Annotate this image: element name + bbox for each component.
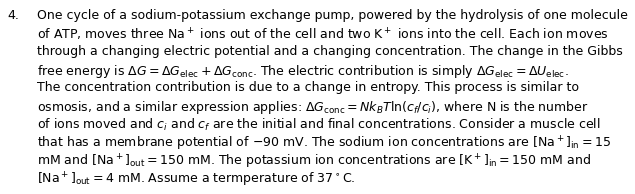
- Text: of ions moved and $c_i$ and $c_f$ are the initial and final concentrations. Cons: of ions moved and $c_i$ and $c_f$ are th…: [37, 117, 601, 133]
- Text: free energy is $\Delta G = \Delta G_{\rm elec} + \Delta G_{\rm conc}$. The elect: free energy is $\Delta G = \Delta G_{\rm…: [37, 63, 568, 80]
- Text: that has a membrane potential of $-$90 mV. The sodium ion concentrations are $[{: that has a membrane potential of $-$90 m…: [37, 135, 611, 153]
- Text: One cycle of a sodium-potassium exchange pump, powered by the hydrolysis of one : One cycle of a sodium-potassium exchange…: [37, 9, 628, 22]
- Text: $[{\rm Na}^+]_{\rm out} = 4$ mM. Assume a termperature of 37$^\circ$C.: $[{\rm Na}^+]_{\rm out} = 4$ mM. Assume …: [37, 171, 356, 189]
- Text: of ATP, moves three Na$^+$ ions out of the cell and two K$^+$ ions into the cell: of ATP, moves three Na$^+$ ions out of t…: [37, 27, 608, 43]
- Text: osmosis, and a similar expression applies: $\Delta G_{\rm conc} = Nk_BT\ln(c_f/c: osmosis, and a similar expression applie…: [37, 99, 589, 116]
- Text: 4.: 4.: [8, 9, 20, 22]
- Text: through a changing electric potential and a changing concentration. The change i: through a changing electric potential an…: [37, 45, 622, 58]
- Text: mM and $[{\rm Na}^+]_{\rm out} = 150$ mM. The potassium ion concentrations are $: mM and $[{\rm Na}^+]_{\rm out} = 150$ mM…: [37, 153, 591, 171]
- Text: The concentration contribution is due to a change in entropy. This process is si: The concentration contribution is due to…: [37, 81, 579, 94]
